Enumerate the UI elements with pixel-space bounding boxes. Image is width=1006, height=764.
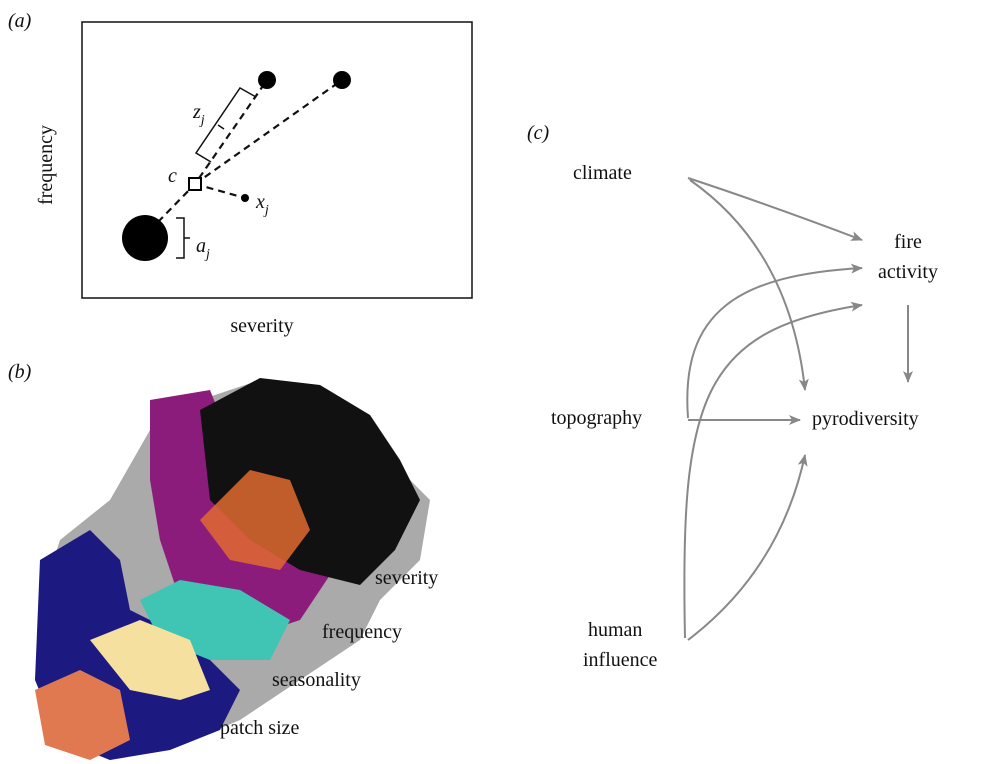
node-label: influence <box>583 649 658 671</box>
arrows <box>683 177 913 641</box>
map <box>35 378 430 760</box>
schematic <box>122 71 351 261</box>
x-axis-label: severity <box>230 315 293 337</box>
z-label: zj <box>192 101 205 128</box>
node-label: topography <box>551 407 642 429</box>
panel-tag: (c) <box>527 122 550 144</box>
layer-label: seasonality <box>272 669 361 691</box>
x-label: xj <box>255 191 269 218</box>
layer-label: severity <box>375 567 438 589</box>
node-label: activity <box>878 261 938 283</box>
y-axis-label: frequency <box>35 125 57 205</box>
layer-label: patch size <box>220 717 300 739</box>
node-label: climate <box>573 162 632 184</box>
panel-tag: (a) <box>8 10 32 32</box>
layer-label: frequency <box>322 621 402 643</box>
plot-frame <box>81 21 473 299</box>
panel-tag: (b) <box>8 361 32 383</box>
a-label: aj <box>196 235 210 262</box>
node-label: human <box>588 619 642 641</box>
node-label: fire <box>894 231 922 253</box>
node-label: pyrodiversity <box>812 408 919 430</box>
centroid-label: c <box>168 165 177 187</box>
